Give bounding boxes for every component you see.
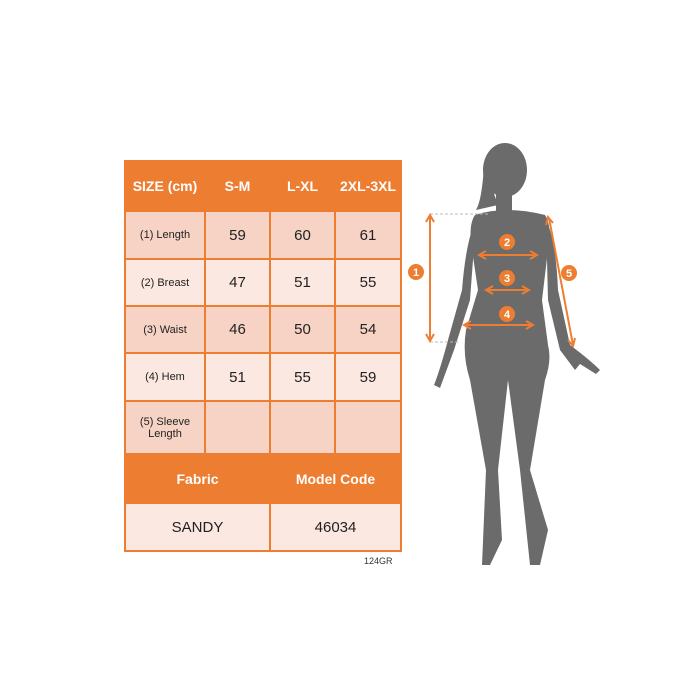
model-code-value: 46034 (269, 502, 402, 552)
cell: 51 (204, 352, 271, 402)
table-row: (4) Hem 51 55 59 (124, 352, 402, 402)
row-label: (3) Waist (124, 305, 206, 354)
table-row: (2) Breast 47 51 55 (124, 258, 402, 307)
cell: 47 (204, 258, 271, 307)
cell: 46 (204, 305, 271, 354)
header-l-xl: L-XL (269, 160, 336, 212)
svg-text:3: 3 (504, 273, 510, 285)
header-model-code: Model Code (269, 453, 402, 504)
header-fabric: Fabric (124, 453, 271, 504)
header-size: SIZE (cm) (124, 160, 206, 212)
table-row: (5) Sleeve Length (124, 400, 402, 455)
svg-text:1: 1 (413, 267, 419, 279)
svg-text:5: 5 (566, 268, 572, 280)
cell: 60 (269, 210, 336, 260)
row-label: (5) Sleeve Length (124, 400, 206, 455)
cell (204, 400, 271, 455)
header-s-m: S-M (204, 160, 271, 212)
silhouette (434, 143, 600, 565)
svg-text:4: 4 (504, 309, 511, 321)
header-row: SIZE (cm) S-M L-XL 2XL-3XL (124, 160, 402, 212)
cell: 61 (334, 210, 402, 260)
cell (334, 400, 402, 455)
measure-arrows (425, 212, 576, 349)
info-row: SANDY 46034 (124, 502, 402, 552)
marker-4: 4 (499, 306, 515, 322)
row-label: (2) Breast (124, 258, 206, 307)
header-2xl-3xl: 2XL-3XL (334, 160, 402, 212)
row-label: (1) Length (124, 210, 206, 260)
svg-text:2: 2 (504, 237, 510, 249)
cell: 54 (334, 305, 402, 354)
fabric-value: SANDY (124, 502, 271, 552)
marker-1: 1 (408, 264, 424, 280)
marker-3: 3 (499, 270, 515, 286)
marker-2: 2 (499, 234, 515, 250)
row-label: (4) Hem (124, 352, 206, 402)
marker-5: 5 (561, 265, 577, 281)
cell (269, 400, 336, 455)
cell: 55 (269, 352, 336, 402)
product-code: 124GR (364, 556, 393, 566)
guide-lines (430, 213, 490, 343)
cell: 59 (334, 352, 402, 402)
cell: 50 (269, 305, 336, 354)
cell: 55 (334, 258, 402, 307)
cell: 59 (204, 210, 271, 260)
size-chart-table: SIZE (cm) S-M L-XL 2XL-3XL (1) Length 59… (124, 160, 402, 552)
table-row: (1) Length 59 60 61 (124, 210, 402, 260)
info-header-row: Fabric Model Code (124, 453, 402, 504)
table-row: (3) Waist 46 50 54 (124, 305, 402, 354)
cell: 51 (269, 258, 336, 307)
